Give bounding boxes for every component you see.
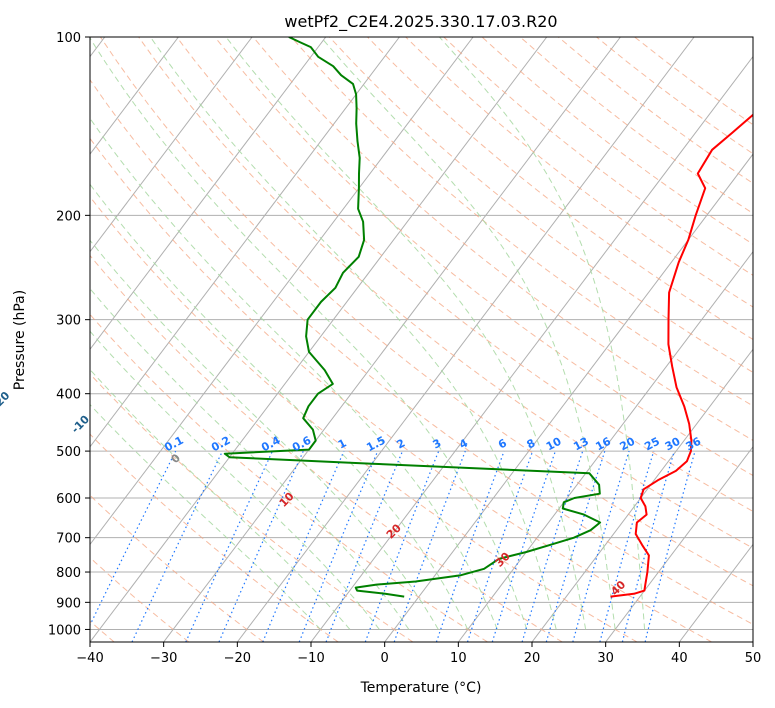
isotherm-gridline bbox=[163, 37, 621, 642]
x-axis-label: Temperature (°C) bbox=[360, 680, 482, 696]
dry-adiabat bbox=[90, 373, 414, 642]
moist-adiabat bbox=[90, 37, 528, 630]
x-tick-label: −10 bbox=[297, 651, 324, 666]
y-tick-label: 500 bbox=[56, 445, 81, 460]
y-tick-label: 100 bbox=[56, 31, 81, 46]
isotherm-gridline bbox=[90, 37, 253, 253]
isotherm-gridline bbox=[384, 153, 753, 642]
grid-layer bbox=[90, 37, 753, 642]
moist-adiabat bbox=[90, 183, 469, 630]
mixing-ratio-line bbox=[572, 450, 630, 642]
dry-adiabat bbox=[90, 137, 712, 642]
x-tick-label: 10 bbox=[450, 651, 467, 666]
isotherm-gridline bbox=[531, 348, 753, 642]
isotherm-gridline bbox=[90, 37, 179, 155]
mixing-ratio-line bbox=[131, 450, 224, 642]
mixing-ratio-line bbox=[185, 450, 274, 642]
plot-frame bbox=[89, 36, 754, 643]
moist-adiabat bbox=[439, 37, 646, 630]
isotherm-gridline bbox=[90, 37, 400, 448]
y-tick-label: 400 bbox=[56, 388, 81, 403]
mixing-ratio-line bbox=[90, 450, 177, 627]
x-tick-label: −20 bbox=[224, 651, 251, 666]
dry-adiabat bbox=[176, 37, 753, 513]
temperature-profile bbox=[610, 113, 753, 598]
mixing-ratio-line bbox=[364, 450, 440, 642]
dry-adiabat-label: -20 bbox=[0, 389, 13, 412]
moist-adiabat bbox=[225, 37, 587, 630]
dry-adiabat bbox=[90, 196, 638, 642]
moist-adiabat bbox=[90, 117, 498, 630]
dry-adiabat bbox=[214, 37, 753, 477]
moist-adiabat bbox=[90, 239, 439, 630]
dry-adiabat bbox=[405, 37, 753, 308]
x-tick-label: 30 bbox=[597, 651, 614, 666]
axes: −40 −30 −20 −10 0 10 20 30 40 50 100 200 300 400 500 60… bbox=[48, 31, 761, 666]
mixing-ratio-label: 10 bbox=[544, 435, 564, 454]
y-axis-label: Pressure (hPa) bbox=[12, 290, 28, 390]
isotherm-gridline bbox=[90, 37, 548, 642]
moist-adiabat bbox=[149, 37, 557, 630]
mixing-ratio-label: 36 bbox=[684, 435, 704, 454]
mixing-ratio-line bbox=[325, 450, 404, 642]
mixing-ratio-label: 30 bbox=[663, 435, 683, 454]
plot-background bbox=[90, 37, 753, 642]
mixing-ratio-line bbox=[599, 450, 655, 642]
isotherm-gridline bbox=[236, 37, 695, 642]
y-tick-label: 900 bbox=[56, 596, 81, 611]
x-tick-label: 0 bbox=[381, 651, 389, 666]
dry-adiabat bbox=[252, 37, 753, 441]
series-layer bbox=[223, 37, 753, 598]
dry-adiabat bbox=[290, 37, 753, 407]
y-tick-label: 800 bbox=[56, 566, 81, 581]
x-tick-label: 50 bbox=[745, 651, 762, 666]
y-tick-label: 600 bbox=[56, 492, 81, 507]
x-tick-label: 40 bbox=[671, 651, 688, 666]
mixing-ratio-label: 25 bbox=[642, 435, 662, 454]
mixing-ratio-label: 20 bbox=[618, 435, 638, 454]
y-tick-label: 700 bbox=[56, 532, 81, 547]
isotherm-gridline bbox=[90, 37, 474, 546]
x-tick-label: −40 bbox=[76, 651, 103, 666]
x-tick-label: −30 bbox=[150, 651, 177, 666]
y-tick-label: 200 bbox=[56, 209, 81, 224]
x-tick-label: 20 bbox=[524, 651, 541, 666]
moist-adiabat bbox=[90, 287, 410, 630]
chart-title: wetPf2_C2E4.2025.330.17.03.R20 bbox=[284, 12, 557, 32]
mixing-ratio-label: 16 bbox=[593, 435, 613, 454]
y-tick-label: 1000 bbox=[48, 623, 81, 638]
moist-adiabat bbox=[90, 330, 380, 630]
dewpoint-profile bbox=[223, 37, 602, 598]
mixing-ratio-label: 13 bbox=[571, 435, 591, 454]
isotherm-gridline bbox=[457, 250, 753, 642]
y-tick-label: 300 bbox=[56, 314, 81, 329]
plot-area bbox=[90, 37, 753, 642]
mixing-ratio-line bbox=[491, 450, 556, 642]
moist-adiabat bbox=[90, 403, 321, 630]
mixing-ratio-line bbox=[466, 450, 534, 642]
dry-adiabat bbox=[90, 254, 563, 642]
dry-adiabat-label: -10 bbox=[69, 412, 92, 435]
isotherm-gridline bbox=[752, 641, 753, 642]
isotherm-gridline bbox=[605, 446, 753, 642]
mixing-ratio-line bbox=[521, 450, 584, 642]
